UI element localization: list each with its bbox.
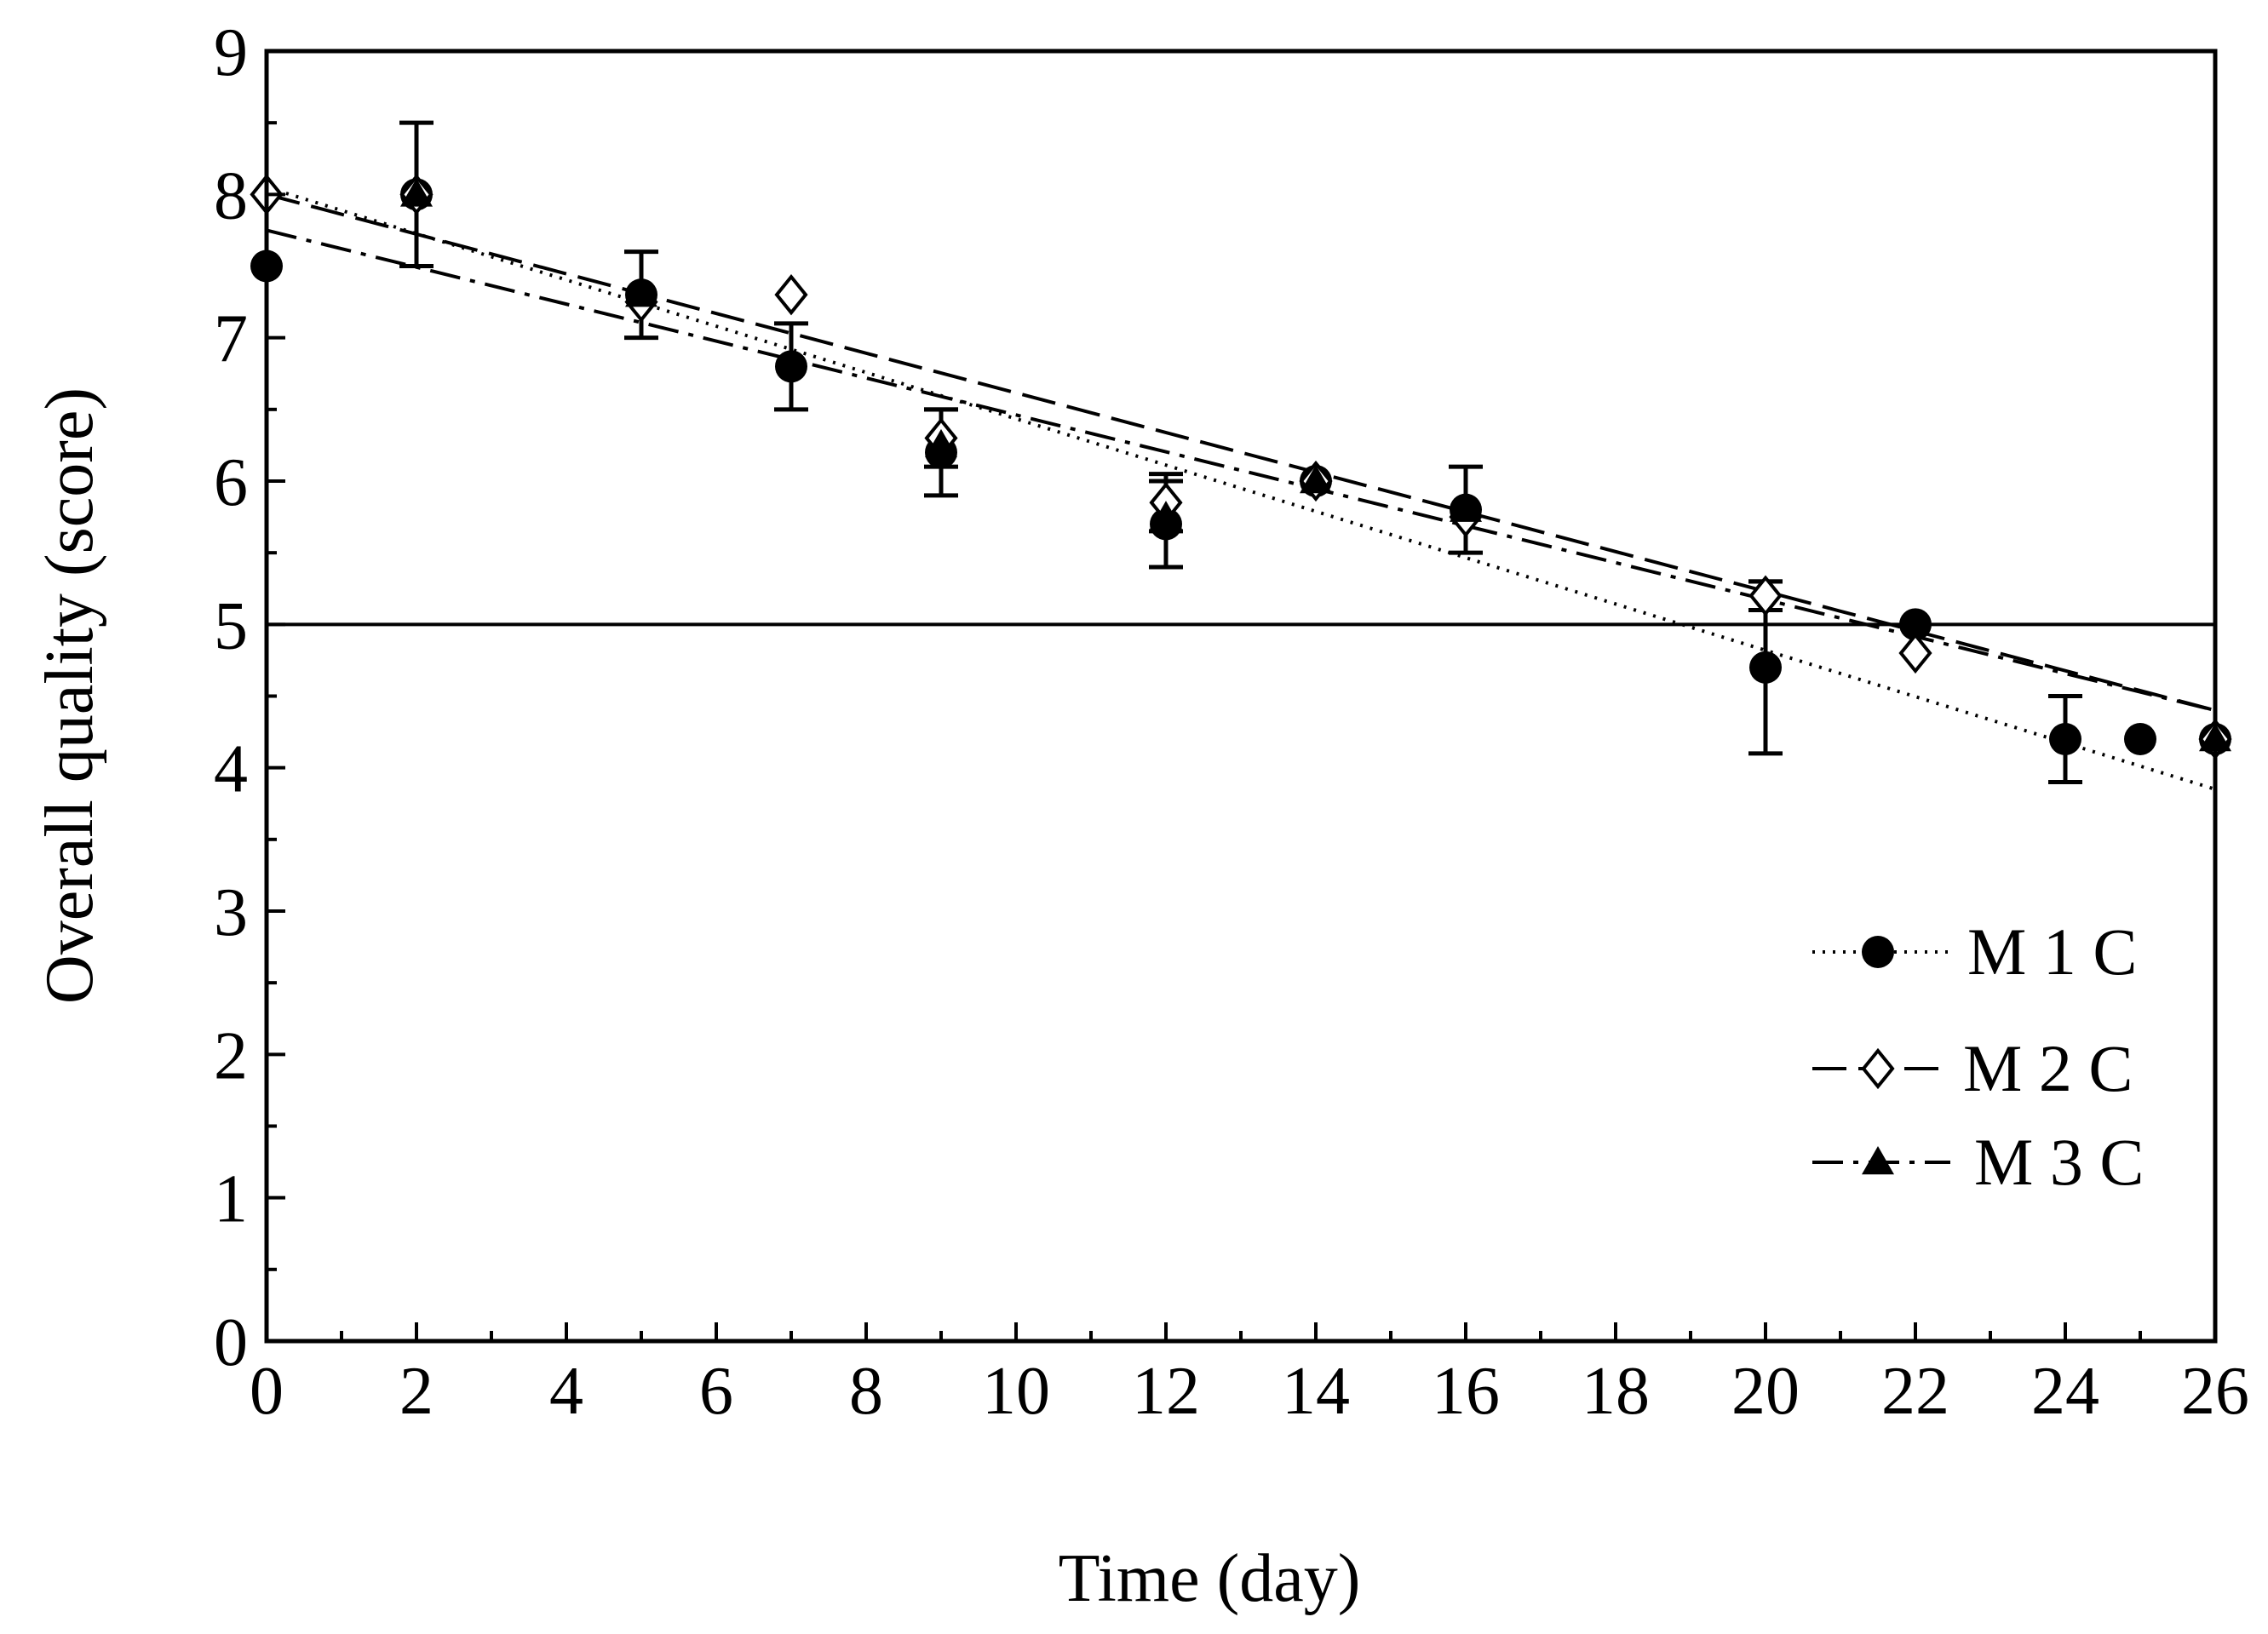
- y-axis-title: Overall quality (score): [32, 387, 107, 1004]
- x-tick-label: 0: [250, 1354, 284, 1429]
- legend-label-series-2: M 2 C: [1963, 1031, 2133, 1105]
- legend-marker-series-1: [1862, 936, 1894, 968]
- data-point-series-1: [775, 350, 807, 383]
- data-point-series-2: [1898, 632, 1932, 674]
- data-point-series-3: [400, 178, 433, 207]
- x-tick-label: 16: [1432, 1354, 1500, 1429]
- fit-line-series-3: [266, 228, 2216, 713]
- data-point-series-1: [1749, 651, 1782, 684]
- data-point-series-3: [925, 428, 957, 458]
- data-point-series-3: [1450, 493, 1482, 522]
- x-tick-label: 18: [1582, 1354, 1650, 1429]
- data-point-series-2: [774, 273, 808, 316]
- x-tick-label: 4: [549, 1354, 583, 1429]
- legend-label-series-3: M 3 C: [1974, 1125, 2144, 1199]
- x-tick-label: 26: [2181, 1354, 2249, 1429]
- y-tick-label: 8: [214, 158, 248, 233]
- data-point-series-3: [625, 278, 657, 307]
- fit-line-series-2: [266, 192, 2216, 713]
- data-point-series-3: [1300, 465, 1332, 494]
- x-tick-label: 2: [399, 1354, 434, 1429]
- y-tick-label: 6: [214, 445, 248, 520]
- data-point-series-1: [2049, 723, 2081, 755]
- plot-frame: [264, 49, 2218, 1344]
- y-tick-label: 1: [214, 1162, 248, 1237]
- legend-marker-series-2: [1861, 1047, 1895, 1090]
- y-tick-label: 2: [214, 1018, 248, 1093]
- x-tick-label: 24: [2031, 1354, 2099, 1429]
- data-point-series-1: [2124, 723, 2156, 755]
- x-tick-label: 10: [982, 1354, 1050, 1429]
- x-tick-label: 8: [849, 1354, 883, 1429]
- y-tick-label: 3: [214, 875, 248, 950]
- y-tick-label: 5: [214, 588, 248, 663]
- y-tick-label: 9: [214, 15, 248, 90]
- x-tick-label: 6: [699, 1354, 733, 1429]
- legend-label-series-1: M 1 C: [1967, 914, 2137, 989]
- legend-marker-series-3: [1862, 1146, 1894, 1175]
- y-tick-label: 4: [214, 732, 248, 807]
- data-point-series-2: [1748, 575, 1783, 616]
- fit-line-series-1: [266, 186, 2216, 791]
- x-tick-label: 12: [1132, 1354, 1200, 1429]
- x-tick-label: 22: [1881, 1354, 1949, 1429]
- x-axis-title: Time (day): [1059, 1541, 1361, 1616]
- data-point-series-1: [1899, 608, 1932, 641]
- y-tick-label: 7: [214, 302, 248, 377]
- x-tick-label: 14: [1282, 1354, 1350, 1429]
- y-tick-label: 0: [214, 1305, 248, 1380]
- x-tick-label: 20: [1731, 1354, 1800, 1429]
- data-point-series-3: [1150, 501, 1182, 530]
